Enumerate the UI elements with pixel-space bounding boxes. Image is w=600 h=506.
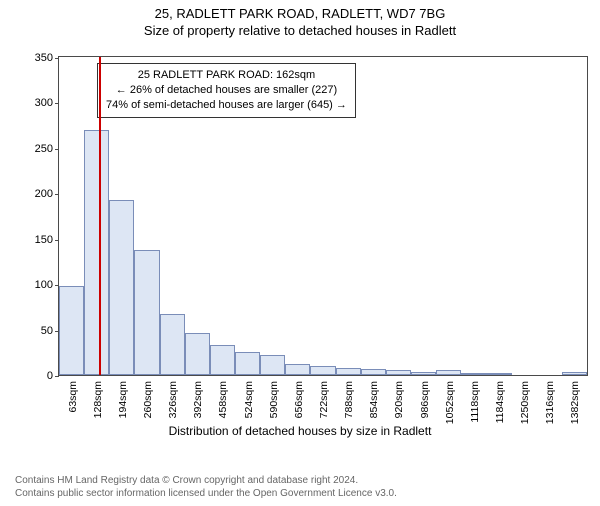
x-tick: 590sqm — [268, 381, 280, 418]
y-tick: 150 — [35, 234, 59, 246]
annotation-box: 25 RADLETT PARK ROAD: 162sqm ← 26% of de… — [97, 63, 356, 118]
x-tick: 788sqm — [343, 381, 355, 418]
x-tick: 1382sqm — [569, 381, 581, 424]
x-tick: 986sqm — [419, 381, 431, 418]
x-tick: 392sqm — [192, 381, 204, 418]
bar — [235, 352, 260, 375]
bar — [109, 200, 134, 375]
y-tick: 300 — [35, 97, 59, 109]
footer-attribution: Contains HM Land Registry data © Crown c… — [15, 474, 397, 500]
x-tick: 458sqm — [217, 381, 229, 418]
bar — [436, 370, 461, 375]
bar — [486, 373, 511, 375]
x-axis-label: Distribution of detached houses by size … — [169, 424, 432, 438]
y-tick: 100 — [35, 279, 59, 291]
annotation-line1: 25 RADLETT PARK ROAD: 162sqm — [106, 68, 347, 83]
x-tick: 326sqm — [167, 381, 179, 418]
reference-line — [99, 57, 101, 375]
x-tick: 260sqm — [142, 381, 154, 418]
bar — [361, 369, 386, 375]
x-tick: 1250sqm — [519, 381, 531, 424]
bar — [134, 250, 159, 375]
y-tick: 0 — [47, 370, 59, 382]
x-tick: 920sqm — [393, 381, 405, 418]
x-tick: 1184sqm — [494, 381, 506, 423]
y-tick: 350 — [35, 52, 59, 64]
chart-container: Number of detached properties 25 RADLETT… — [0, 50, 600, 440]
bar — [160, 314, 185, 375]
plot-area: 25 RADLETT PARK ROAD: 162sqm ← 26% of de… — [58, 56, 588, 376]
bar — [84, 130, 109, 375]
x-tick: 854sqm — [368, 381, 380, 418]
bar — [185, 333, 210, 375]
bar — [562, 372, 587, 375]
x-tick: 1052sqm — [444, 381, 456, 424]
x-tick: 524sqm — [243, 381, 255, 418]
bar — [386, 370, 411, 375]
x-tick: 722sqm — [318, 381, 330, 418]
bar — [336, 368, 361, 375]
bar — [310, 366, 335, 375]
annotation-line2: ← 26% of detached houses are smaller (22… — [106, 83, 347, 98]
bar — [210, 345, 235, 375]
x-tick: 128sqm — [92, 381, 104, 418]
bar — [59, 286, 84, 375]
footer-line2: Contains public sector information licen… — [15, 487, 397, 500]
x-tick: 1118sqm — [469, 381, 481, 423]
y-tick: 250 — [35, 143, 59, 155]
bar — [461, 373, 486, 375]
x-tick: 656sqm — [293, 381, 305, 418]
footer-line1: Contains HM Land Registry data © Crown c… — [15, 474, 397, 487]
y-tick: 200 — [35, 188, 59, 200]
x-tick: 63sqm — [67, 381, 79, 413]
x-tick: 194sqm — [117, 381, 129, 418]
chart-title-sub: Size of property relative to detached ho… — [0, 23, 600, 38]
bar — [411, 372, 436, 375]
bar — [260, 355, 285, 375]
chart-title-main: 25, RADLETT PARK ROAD, RADLETT, WD7 7BG — [0, 6, 600, 21]
y-tick: 50 — [41, 325, 59, 337]
x-tick: 1316sqm — [544, 381, 556, 424]
annotation-line3: 74% of semi-detached houses are larger (… — [106, 98, 347, 113]
bar — [285, 364, 310, 375]
